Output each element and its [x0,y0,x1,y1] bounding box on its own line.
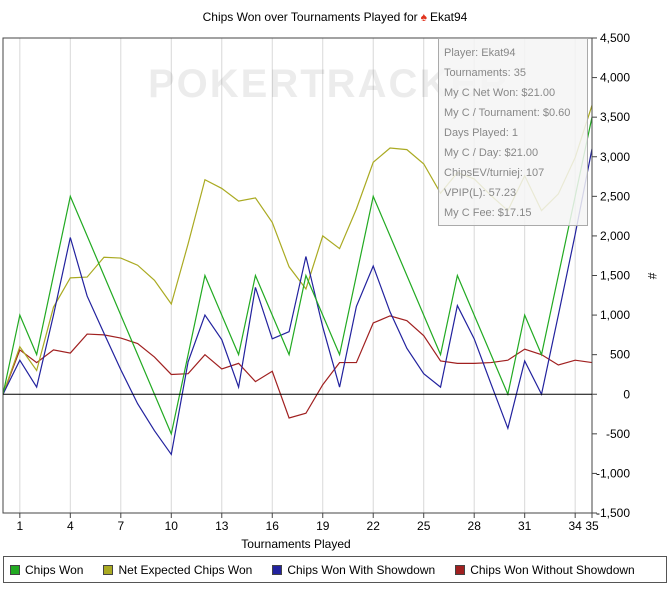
chart-legend: Chips Won Net Expected Chips Won Chips W… [3,556,667,583]
tooltip-line: My C / Day: $21.00 [444,147,539,159]
x-tick-label: 22 [367,519,381,533]
series-line-chips-won-without-showdown [2,315,593,419]
legend-label: Chips Won With Showdown [287,562,436,577]
legend-label: Chips Won [25,562,84,577]
x-tick-label: 19 [316,519,330,533]
series-line-chips-won-with-showdown [2,148,593,456]
x-axis-ticks: 1 4 7 10 13 16 19 22 25 28 31 34 35 [16,513,599,533]
x-tick-label: 35 [585,519,599,533]
y-axis-label: # [645,273,659,280]
y-tick-label: 1,500 [600,269,630,283]
x-tick-label: 25 [417,519,431,533]
y-tick-label: 0 [623,387,630,401]
y-tick-label: 1,000 [600,308,630,322]
legend-item-without-showdown[interactable]: Chips Won Without Showdown [455,563,635,577]
legend-label: Chips Won Without Showdown [470,562,635,577]
x-tick-label: 7 [117,519,124,533]
legend-label: Net Expected Chips Won [118,562,253,577]
legend-swatch [455,564,466,575]
legend-swatch [272,564,283,575]
tooltip-line: My C Net Won: $21.00 [444,87,556,99]
x-tick-label: 10 [165,519,179,533]
chart-title: Chips Won over Tournaments Played for ♠ Ek… [0,10,670,24]
legend-swatch [10,564,20,575]
x-tick-label: 34 [568,519,582,533]
y-tick-label: 4,500 [600,31,630,45]
tooltip-line: VPIP(L): 57.23 [444,187,517,199]
tooltip-line: Player: Ekat94 [444,47,516,59]
x-tick-label: 13 [215,519,229,533]
y-tick-label: 3,500 [600,110,630,124]
x-tick-label: 16 [266,519,280,533]
x-axis-label: Tournaments Played [241,537,350,551]
legend-item-net-expected[interactable]: Net Expected Chips Won [103,563,252,577]
y-tick-label: 500 [610,348,630,362]
x-tick-label: 4 [67,519,74,533]
x-tick-label: 1 [16,519,23,533]
y-tick-label: 4,000 [600,71,630,85]
legend-item-with-showdown[interactable]: Chips Won With Showdown [272,563,435,577]
y-axis-ticks: -1,500 -1,000 -500 0 500 1,000 1,500 2,000 2,500… [592,31,630,520]
legend-swatch [103,564,114,575]
y-tick-label: 2,000 [600,229,630,243]
stats-tooltip: Player: Ekat94 Tournaments: 35 My C Net … [438,38,588,226]
spade-icon: ♠ [420,10,427,24]
y-tick-label: -500 [606,427,630,441]
tooltip-line: Days Played: 1 [444,127,518,139]
tooltip-line: ChipsEV/turniej: 107 [444,167,545,179]
y-tick-label: 2,500 [600,189,630,203]
legend-item-chips-won[interactable]: Chips Won [10,563,83,577]
chart-title-player: Ekat94 [430,10,468,24]
y-tick-label: -1,000 [596,466,630,480]
tooltip-line: Tournaments: 35 [444,67,526,79]
y-tick-label: 3,000 [600,150,630,164]
x-tick-label: 31 [518,519,532,533]
tooltip-line: My C Fee: $17.15 [444,207,532,219]
series-line-chips-won [2,117,593,436]
x-tick-label: 28 [468,519,482,533]
y-tick-label: -1,500 [596,506,630,520]
tooltip-line: My C / Tournament: $0.60 [444,107,571,119]
chart-title-prefix: Chips Won over Tournaments Played for [202,10,418,24]
